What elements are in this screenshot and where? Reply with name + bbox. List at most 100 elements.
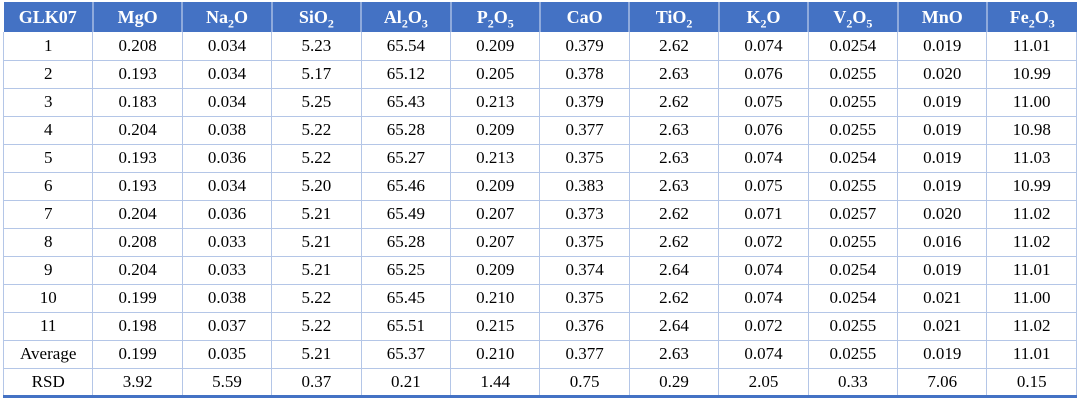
- cell: 5.21: [271, 255, 362, 285]
- cell: 0.036: [181, 199, 273, 229]
- table-row-11: 11 0.198 0.037 5.22 65.51 0.215 0.376 2.64 0.072…: [2, 311, 1077, 341]
- cell: 5.22: [271, 115, 362, 145]
- cell: 0.0254: [807, 32, 899, 61]
- table-row-8: 8 0.208 0.033 5.21 65.28 0.207 0.375 2.62 0.072 0…: [2, 227, 1077, 257]
- cell: 0.075: [718, 171, 809, 201]
- cell: 0.379: [539, 32, 630, 61]
- cell: 5.21: [271, 227, 362, 257]
- column-header-al2o3: Al2O3: [360, 2, 451, 32]
- row-label: 11: [2, 311, 94, 341]
- cell: 0.210: [450, 339, 541, 369]
- cell: 10.98: [986, 115, 1077, 145]
- column-header-mgo: MgO: [91, 2, 183, 32]
- cell: 0.205: [450, 59, 541, 89]
- cell: 0.072: [718, 311, 809, 341]
- cell: 0.209: [450, 171, 541, 201]
- cell: 0.071: [718, 199, 809, 229]
- table-header: GLK07 MgO Na2O SiO2 Al2O3 P2O5 CaO TiO2 K2O V2O5…: [3, 2, 1077, 32]
- table-row-rsd: RSD 3.92 5.59 0.37 0.21 1.44 0.75 0.29 2.05 0.33 7…: [2, 367, 1077, 397]
- cell: 0.038: [181, 283, 273, 313]
- row-label: 4: [2, 115, 94, 145]
- cell: 0.033: [181, 255, 273, 285]
- cell: 0.038: [181, 115, 273, 145]
- column-header-na2o: Na2O: [181, 2, 272, 32]
- table-row-7: 7 0.204 0.036 5.21 65.49 0.207 0.373 2.62 0.071 0…: [2, 199, 1077, 229]
- row-label: 2: [2, 59, 94, 89]
- cell: 11.01: [986, 339, 1077, 369]
- cell: 65.54: [360, 32, 452, 61]
- table-row-6: 6 0.193 0.034 5.20 65.46 0.209 0.383 2.63 0.075 0…: [2, 171, 1077, 201]
- cell: 2.62: [628, 227, 720, 257]
- row-label: 3: [2, 87, 94, 117]
- cell: 0.016: [897, 227, 988, 257]
- cell: 0.33: [807, 367, 899, 397]
- cell: 2.64: [628, 311, 720, 341]
- cell: 0.21: [360, 367, 452, 397]
- cell: 2.62: [628, 87, 720, 117]
- cell: 2.64: [628, 255, 720, 285]
- composition-table: GLK07 MgO Na2O SiO2 Al2O3 P2O5 CaO TiO2 K2O V2O5…: [2, 2, 1077, 398]
- cell: 0.019: [897, 32, 988, 61]
- row-label: 5: [2, 143, 94, 173]
- cell: 0.019: [897, 143, 988, 173]
- cell: 0.021: [897, 311, 988, 341]
- cell: 0.204: [92, 255, 183, 285]
- cell: 65.45: [360, 283, 452, 313]
- cell: 5.21: [271, 199, 362, 229]
- table-body: 1 0.208 0.034 5.23 65.54 0.209 0.379 2.62 0.074 0…: [2, 32, 1077, 397]
- column-header-sio2: SiO2: [270, 2, 362, 32]
- cell: 0.37: [271, 367, 362, 397]
- cell: 0.0255: [807, 339, 899, 369]
- cell: 0.036: [181, 143, 273, 173]
- cell: 11.01: [986, 255, 1077, 285]
- cell: 0.0254: [807, 255, 899, 285]
- cell: 11.00: [986, 283, 1077, 313]
- cell: 0.198: [92, 311, 183, 341]
- cell: 5.20: [271, 171, 362, 201]
- cell: 0.0255: [807, 87, 899, 117]
- cell: 0.034: [181, 87, 273, 117]
- row-label: RSD: [2, 367, 94, 397]
- cell: 5.17: [271, 59, 362, 89]
- table-row-5: 5 0.193 0.036 5.22 65.27 0.213 0.375 2.63 0.074 0…: [2, 143, 1077, 173]
- cell: 0.375: [539, 227, 630, 257]
- cell: 0.0255: [807, 311, 899, 341]
- cell: 2.62: [628, 199, 720, 229]
- cell: 65.37: [360, 339, 452, 369]
- cell: 0.019: [897, 255, 988, 285]
- cell: 0.375: [539, 143, 630, 173]
- cell: 0.076: [718, 115, 809, 145]
- cell: 0.035: [181, 339, 273, 369]
- row-label: Average: [2, 339, 94, 369]
- column-header-mno: MnO: [896, 2, 987, 32]
- cell: 0.209: [450, 255, 541, 285]
- cell: 65.28: [360, 227, 452, 257]
- row-label: 7: [2, 199, 94, 229]
- cell: 0.074: [718, 32, 809, 61]
- column-header-fe2o3: Fe2O3: [985, 2, 1077, 32]
- cell: 0.199: [92, 283, 183, 313]
- table-row-3: 3 0.183 0.034 5.25 65.43 0.213 0.379 2.62 0.075 0…: [2, 87, 1077, 117]
- cell: 0.378: [539, 59, 630, 89]
- cell: 0.373: [539, 199, 630, 229]
- cell: 10.99: [986, 171, 1077, 201]
- cell: 0.076: [718, 59, 809, 89]
- cell: 0.29: [628, 367, 720, 397]
- cell: 65.12: [360, 59, 452, 89]
- cell: 0.193: [92, 143, 183, 173]
- cell: 0.034: [181, 171, 273, 201]
- cell: 0.15: [986, 367, 1077, 397]
- cell: 0.375: [539, 283, 630, 313]
- cell: 5.25: [271, 87, 362, 117]
- cell: 11.02: [986, 311, 1077, 341]
- cell: 0.072: [718, 227, 809, 257]
- cell: 0.193: [92, 59, 183, 89]
- cell: 65.49: [360, 199, 452, 229]
- cell: 1.44: [450, 367, 541, 397]
- cell: 0.0254: [807, 143, 899, 173]
- cell: 0.193: [92, 171, 183, 201]
- cell: 0.019: [897, 87, 988, 117]
- cell: 11.02: [986, 199, 1077, 229]
- cell: 2.05: [718, 367, 809, 397]
- cell: 0.019: [897, 115, 988, 145]
